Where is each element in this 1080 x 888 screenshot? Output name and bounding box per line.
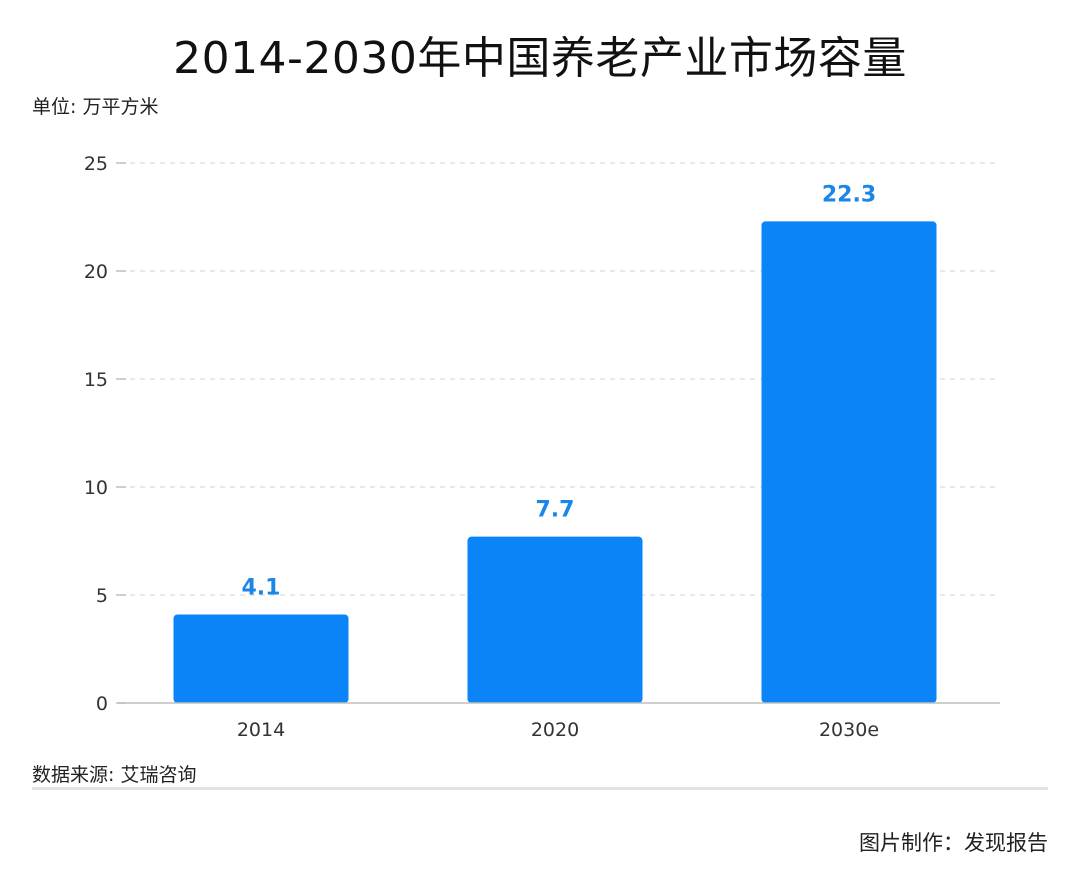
x-tick-label: 2030e	[819, 719, 879, 741]
bar	[761, 221, 937, 703]
data-labels: 4.1 7.7 22.3	[242, 182, 877, 600]
unit-label: 单位: 万平方米	[32, 96, 159, 118]
x-tick-label: 2020	[531, 719, 579, 741]
bar	[173, 614, 349, 703]
y-tick-label: 0	[96, 693, 108, 715]
bar-chart: 0 5 10 15 20 25 4.1 7.7 22.3 2014 2020 2030e	[84, 153, 1000, 741]
data-label: 7.7	[536, 498, 575, 523]
x-tick-label: 2014	[237, 719, 285, 741]
source-label: 数据来源: 艾瑞咨询	[32, 764, 197, 786]
data-label: 22.3	[822, 182, 876, 207]
data-label: 4.1	[242, 575, 281, 600]
y-tick-label: 5	[96, 585, 108, 607]
source-divider	[32, 787, 1048, 790]
credit-label: 图片制作：发现报告	[859, 831, 1048, 855]
y-tick-label: 10	[84, 477, 108, 499]
x-axis-ticks: 2014 2020 2030e	[237, 719, 879, 741]
y-tick-label: 25	[84, 153, 108, 175]
y-axis-ticks: 0 5 10 15 20 25	[84, 153, 126, 715]
y-tick-label: 15	[84, 369, 108, 391]
bar	[467, 536, 643, 703]
chart-title: 2014-2030年中国养老产业市场容量	[173, 33, 907, 84]
y-tick-label: 20	[84, 261, 108, 283]
bars	[173, 221, 937, 703]
